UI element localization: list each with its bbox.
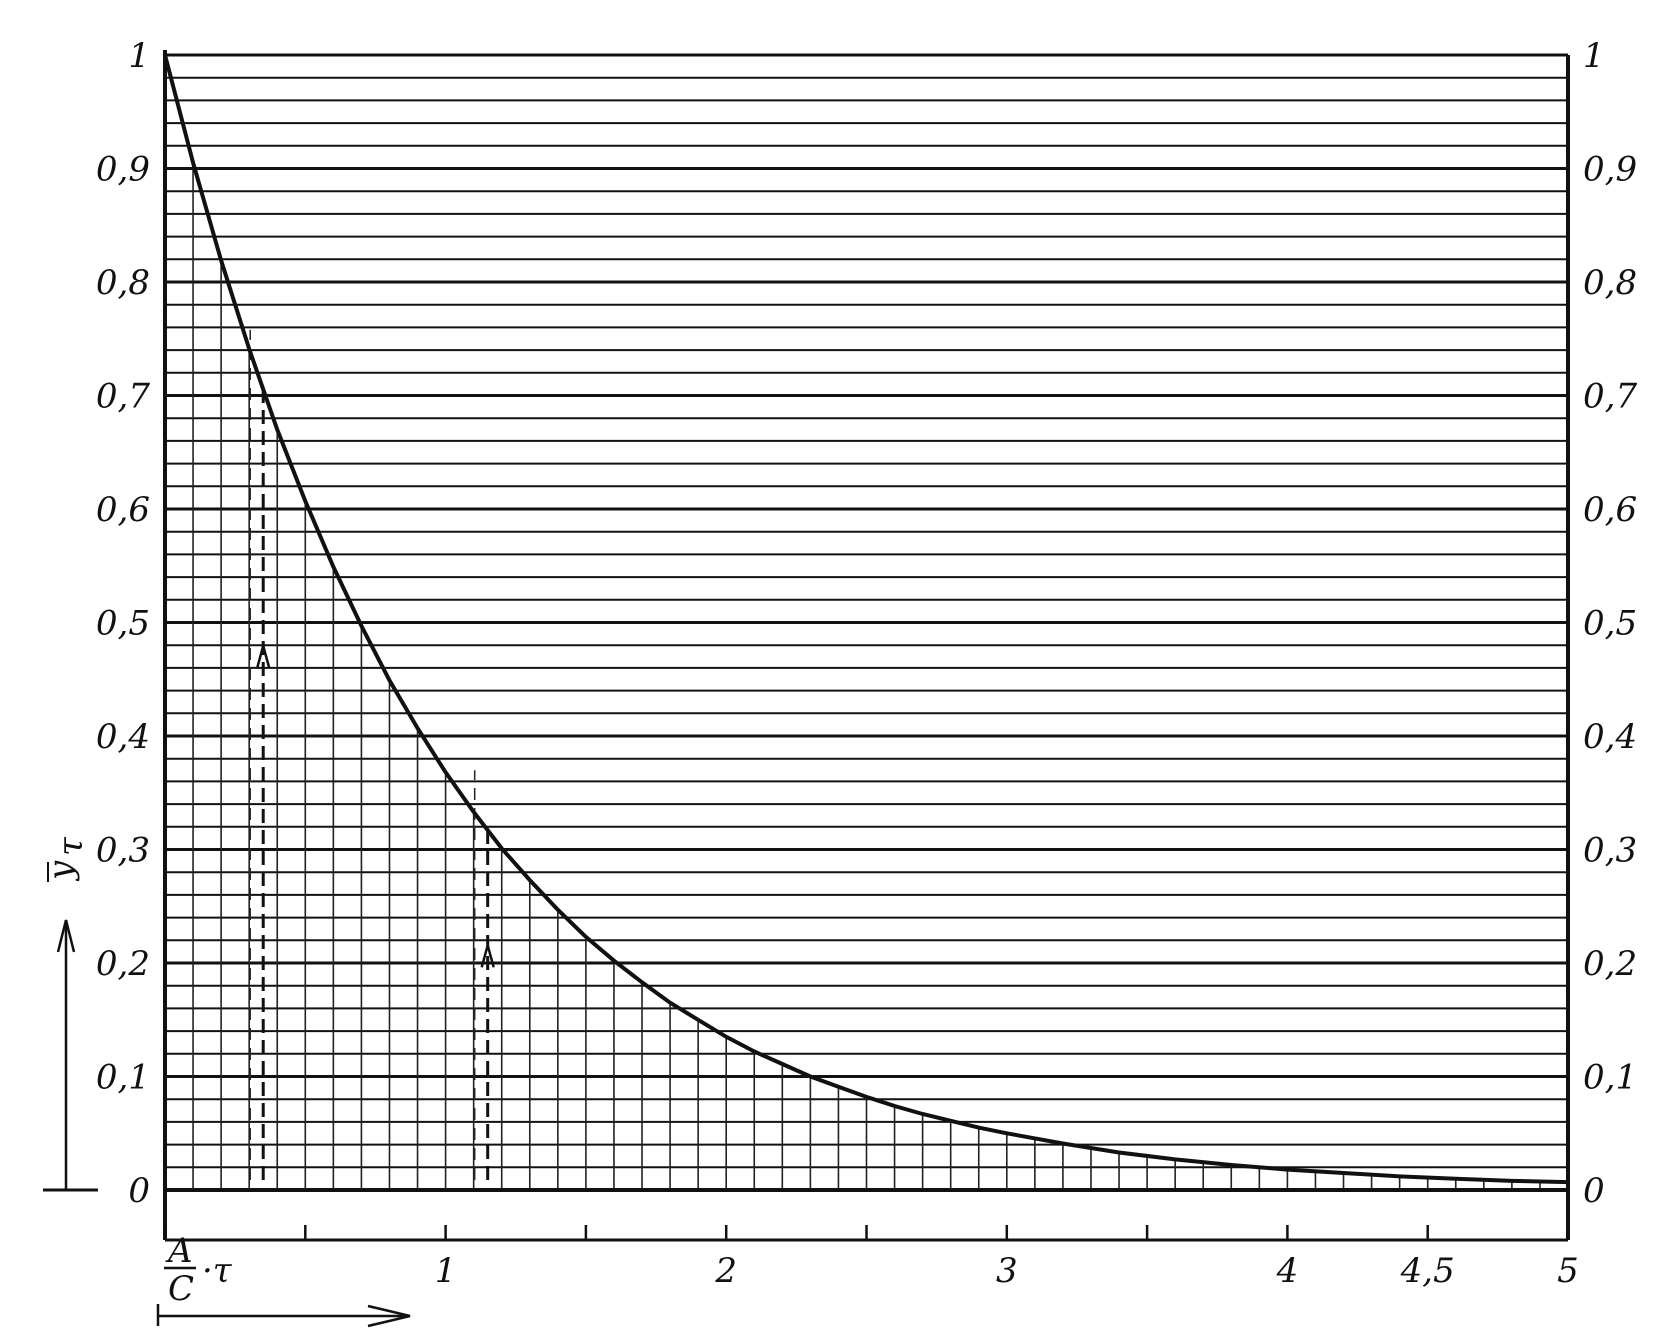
x-axis-title-suffix: ·τ <box>202 1251 233 1291</box>
y-axis-title-base: y <box>41 860 81 882</box>
y-tick-label-left: 1 <box>128 36 150 76</box>
y-tick-label-left: 0,1 <box>96 1058 150 1098</box>
y-tick-label-right: 0,2 <box>1583 944 1637 984</box>
y-tick-label-right: 0,4 <box>1583 717 1637 757</box>
y-tick-label-left: 0,3 <box>96 831 150 871</box>
x-tick-label: 4 <box>1276 1251 1299 1291</box>
x-axis-title-arrowhead <box>367 1304 411 1328</box>
decay-curve <box>163 54 1569 1185</box>
y-tick-label-right: 0 <box>1583 1171 1605 1211</box>
y-axis-title-subscript: τ <box>51 836 91 856</box>
y-tick-label-left: 0 <box>128 1171 150 1211</box>
y-tick-labels-left: 0 0,1 0,2 0,3 0,4 0,5 0,6 0,7 0,8 0,9 1 <box>96 36 150 1211</box>
x-tick-label: 1 <box>435 1251 457 1291</box>
y-tick-label-left: 0,6 <box>96 490 150 530</box>
x-axis-title-denominator: C <box>168 1269 194 1309</box>
y-tick-label-right: 0,1 <box>1583 1058 1637 1098</box>
y-tick-label-right: 0,5 <box>1583 604 1637 644</box>
y-tick-label-right: 0,6 <box>1583 490 1637 530</box>
y-tick-label-left: 0,7 <box>96 377 150 417</box>
y-tick-label-right: 1 <box>1583 36 1605 76</box>
x-tick-labels: 1 2 3 4 4,5 5 <box>435 1251 1579 1291</box>
reference-marker-arrowhead <box>256 641 271 669</box>
y-tick-label-left: 0,2 <box>96 944 150 984</box>
y-tick-label-right: 0,8 <box>1583 263 1637 303</box>
x-tick-label: 3 <box>996 1251 1018 1291</box>
y-tick-label-left: 0,8 <box>96 263 150 303</box>
y-tick-labels-right: 0 0,1 0,2 0,3 0,4 0,5 0,6 0,7 0,8 0,9 1 <box>1583 36 1637 1211</box>
x-axis-title-numerator: A <box>165 1231 193 1271</box>
y-axis-title-arrowhead <box>56 919 76 953</box>
reference-marker-arrowhead <box>480 940 495 968</box>
y-tick-label-left: 0,9 <box>96 150 150 190</box>
chart-axes <box>163 50 1570 1242</box>
y-tick-label-right: 0,7 <box>1583 377 1637 417</box>
x-axis-title: A C ·τ <box>156 1231 411 1328</box>
x-tick-label: 4,5 <box>1400 1251 1455 1291</box>
y-tick-label-left: 0,4 <box>96 717 150 757</box>
x-tick-label: 2 <box>714 1251 737 1291</box>
reference-markers <box>249 329 495 1180</box>
chart-grid <box>165 53 1568 1192</box>
y-axis-title: y τ <box>41 836 98 1192</box>
y-tick-label-right: 0,3 <box>1583 831 1637 871</box>
x-tick-label: 5 <box>1557 1251 1579 1291</box>
y-tick-label-left: 0,5 <box>96 604 150 644</box>
y-tick-label-right: 0,9 <box>1583 150 1637 190</box>
